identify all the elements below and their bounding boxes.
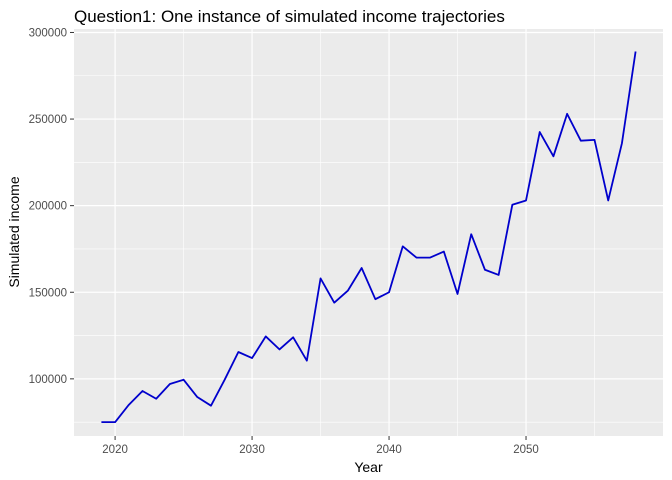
x-axis-ticks: 2020 2030 2040 2050 <box>102 436 539 456</box>
data-point <box>183 379 185 381</box>
minor-gridlines <box>74 29 663 436</box>
data-point <box>607 199 609 201</box>
data-point <box>196 396 198 398</box>
chart-title: Question1: One instance of simulated inc… <box>74 7 505 26</box>
data-point <box>429 257 431 259</box>
data-point <box>292 336 294 338</box>
x-tick-label: 2020 <box>102 444 128 456</box>
data-point <box>128 404 130 406</box>
data-point <box>443 251 445 253</box>
data-point <box>114 421 116 423</box>
data-point <box>566 113 568 115</box>
data-point <box>155 398 157 400</box>
data-point <box>594 139 596 141</box>
data-point <box>265 335 267 337</box>
data-point <box>552 155 554 157</box>
data-point <box>347 290 349 292</box>
x-tick-label: 2050 <box>513 444 539 456</box>
data-point <box>320 277 322 279</box>
data-point <box>361 267 363 269</box>
data-point <box>484 269 486 271</box>
data-point <box>539 131 541 133</box>
data-point <box>580 140 582 142</box>
major-gridlines <box>74 29 663 436</box>
data-point <box>635 51 637 53</box>
data-point <box>237 351 239 353</box>
data-point <box>525 199 527 201</box>
data-point <box>333 302 335 304</box>
data-point <box>141 390 143 392</box>
data-point <box>457 293 459 295</box>
data-point <box>374 298 376 300</box>
y-tick-label: 200000 <box>29 201 67 213</box>
data-point <box>251 357 253 359</box>
data-point <box>402 245 404 247</box>
data-point <box>169 383 171 385</box>
y-tick-label: 300000 <box>29 27 67 39</box>
plot-panel <box>74 29 663 436</box>
data-point <box>498 274 500 276</box>
data-point <box>388 291 390 293</box>
y-axis-title: Simulated income <box>6 176 22 287</box>
data-point <box>511 204 513 206</box>
x-axis-title: Year <box>354 459 383 475</box>
data-point <box>470 233 472 235</box>
y-tick-label: 150000 <box>29 287 67 299</box>
data-point <box>100 421 102 423</box>
y-axis-ticks: 100000 150000 200000 250000 300000 <box>29 27 74 386</box>
y-tick-label: 100000 <box>29 374 67 386</box>
x-tick-label: 2030 <box>239 444 265 456</box>
x-tick-label: 2040 <box>376 444 402 456</box>
data-point <box>306 360 308 362</box>
data-point <box>278 348 280 350</box>
data-point <box>210 405 212 407</box>
data-point <box>621 142 623 144</box>
income-series-line <box>101 51 637 424</box>
data-point <box>224 379 226 381</box>
data-point <box>415 257 417 259</box>
y-tick-label: 250000 <box>29 114 67 126</box>
